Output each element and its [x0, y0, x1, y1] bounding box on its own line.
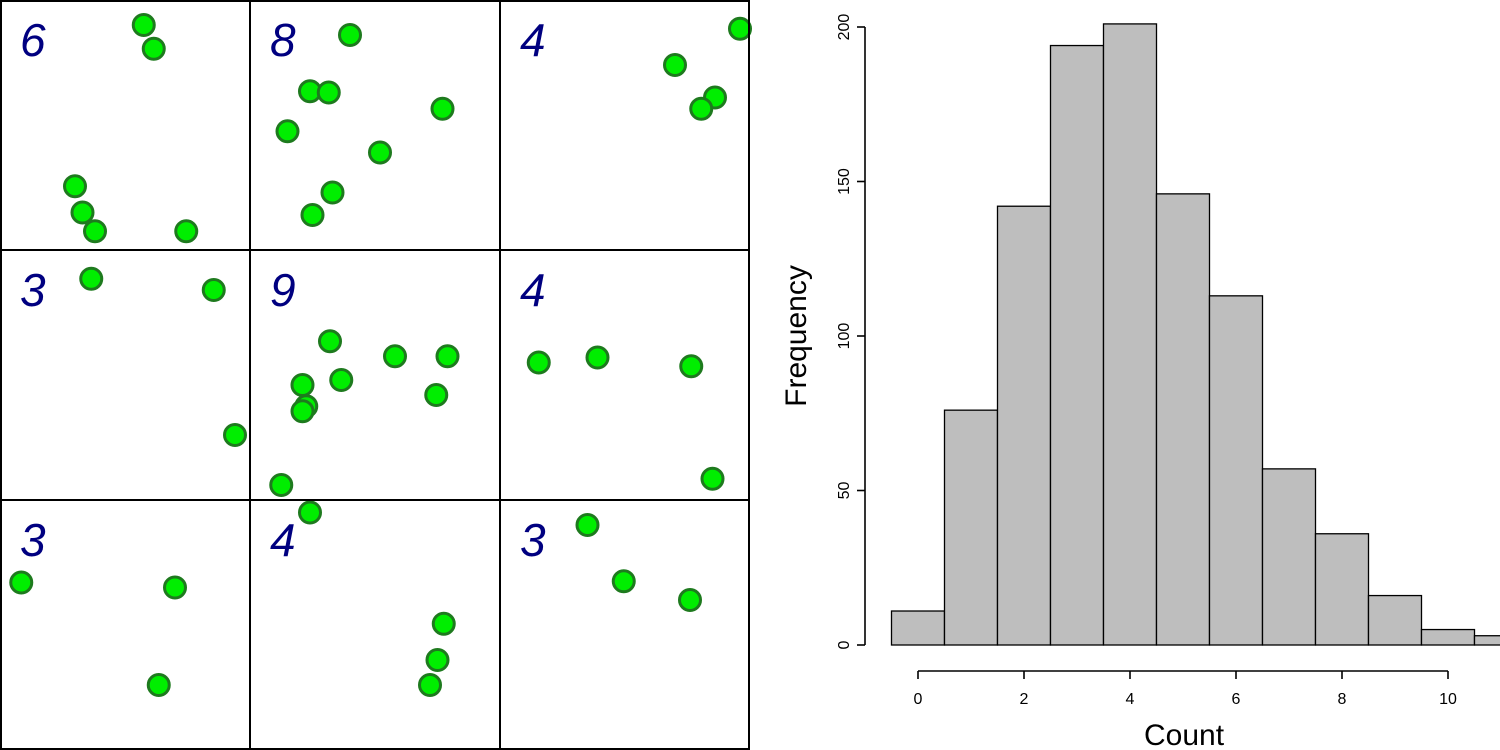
- histogram-bar: [1261, 468, 1317, 646]
- quadrat-cell: 6: [20, 13, 199, 244]
- point-marker: [728, 16, 752, 41]
- y-tick-label: 0: [836, 640, 853, 649]
- quadrat-count-label: 6: [20, 14, 46, 66]
- point-marker: [131, 13, 156, 37]
- quadrat-cell: 4: [520, 14, 752, 121]
- x-tick-label: 0: [914, 691, 923, 708]
- point-marker: [223, 423, 247, 447]
- point-marker: [63, 174, 87, 199]
- point-marker: [163, 575, 187, 600]
- x-tick-label: 10: [1439, 691, 1457, 708]
- point-marker: [290, 373, 315, 397]
- point-marker: [383, 344, 407, 369]
- point-marker: [424, 383, 449, 407]
- point-marker: [316, 80, 341, 105]
- point-marker: [430, 96, 455, 121]
- histogram-bar: [1314, 533, 1370, 646]
- quadrat-panel: 6 8 4 3 9 4 3 4 3: [0, 0, 752, 750]
- y-tick-label: 150: [836, 168, 853, 195]
- quadrat-cell: 3: [9, 514, 187, 697]
- quadrat-cell: 3: [20, 264, 247, 447]
- histogram-bar: [1049, 44, 1105, 646]
- point-marker: [275, 119, 300, 144]
- point-marker: [418, 673, 442, 697]
- point-marker: [435, 344, 460, 369]
- point-marker: [611, 569, 636, 594]
- point-marker: [575, 513, 600, 537]
- point-marker: [290, 399, 315, 424]
- point-marker: [83, 219, 107, 244]
- quadrat-cell: 4: [270, 500, 456, 697]
- quadrat-count-label: 9: [270, 264, 296, 316]
- point-marker: [300, 203, 325, 227]
- x-tick-label: 4: [1126, 691, 1135, 708]
- point-marker: [201, 278, 226, 302]
- point-marker: [338, 23, 362, 47]
- quadrat-count-label: 3: [520, 514, 546, 566]
- x-tick-label: 8: [1338, 691, 1347, 708]
- x-axis-title: Count: [1144, 719, 1225, 750]
- histogram-bar: [1473, 635, 1500, 646]
- quadrat-cell: 4: [520, 264, 725, 491]
- point-marker: [298, 500, 322, 525]
- histogram-bar: [890, 610, 946, 646]
- quadrat-cell: 9: [269, 264, 460, 497]
- point-marker: [9, 570, 34, 595]
- quadrat-cell: 8: [270, 14, 455, 227]
- y-tick-label: 100: [836, 323, 853, 350]
- x-tick-label: 6: [1232, 691, 1241, 708]
- point-marker: [146, 673, 171, 697]
- quadrat-count-label: 4: [520, 14, 546, 66]
- point-marker: [679, 354, 704, 379]
- quadrat-count-label: 3: [20, 264, 46, 316]
- point-marker: [174, 219, 199, 244]
- point-marker: [689, 96, 714, 121]
- quadrat-cell: 3: [520, 513, 702, 612]
- y-tick-label: 200: [836, 14, 853, 41]
- point-marker: [663, 53, 687, 77]
- quadrat-count-label: 4: [270, 514, 296, 566]
- quadrat-count-label: 3: [20, 514, 46, 566]
- point-marker: [329, 368, 354, 392]
- point-marker: [678, 588, 702, 612]
- point-marker: [368, 140, 392, 165]
- histogram-bar: [1208, 295, 1264, 646]
- histogram-bar: [1420, 628, 1476, 646]
- point-marker: [585, 345, 610, 370]
- point-marker: [269, 473, 294, 497]
- x-tick-label: 2: [1020, 691, 1029, 708]
- histogram-bar: [943, 409, 999, 646]
- histogram-bar: [1102, 23, 1158, 646]
- y-tick-label: 50: [836, 482, 853, 500]
- point-marker: [700, 466, 725, 491]
- histogram-bar: [1155, 193, 1211, 646]
- quadrat-count-label: 8: [270, 14, 296, 66]
- point-marker: [526, 350, 551, 375]
- point-marker: [431, 611, 456, 636]
- histogram-panel: 0 50 100 150 200 0 2 4 6 8 10 Count Frequency: [780, 14, 1500, 750]
- histogram-bar: [996, 205, 1052, 646]
- point-marker: [79, 266, 104, 291]
- quadrat-count-label: 4: [520, 264, 546, 316]
- histogram-bar: [1367, 594, 1423, 646]
- point-marker: [320, 180, 345, 205]
- y-axis-title: Frequency: [780, 265, 813, 407]
- point-marker: [70, 200, 95, 225]
- point-marker: [318, 329, 342, 354]
- point-marker: [141, 36, 166, 61]
- point-marker: [425, 648, 450, 672]
